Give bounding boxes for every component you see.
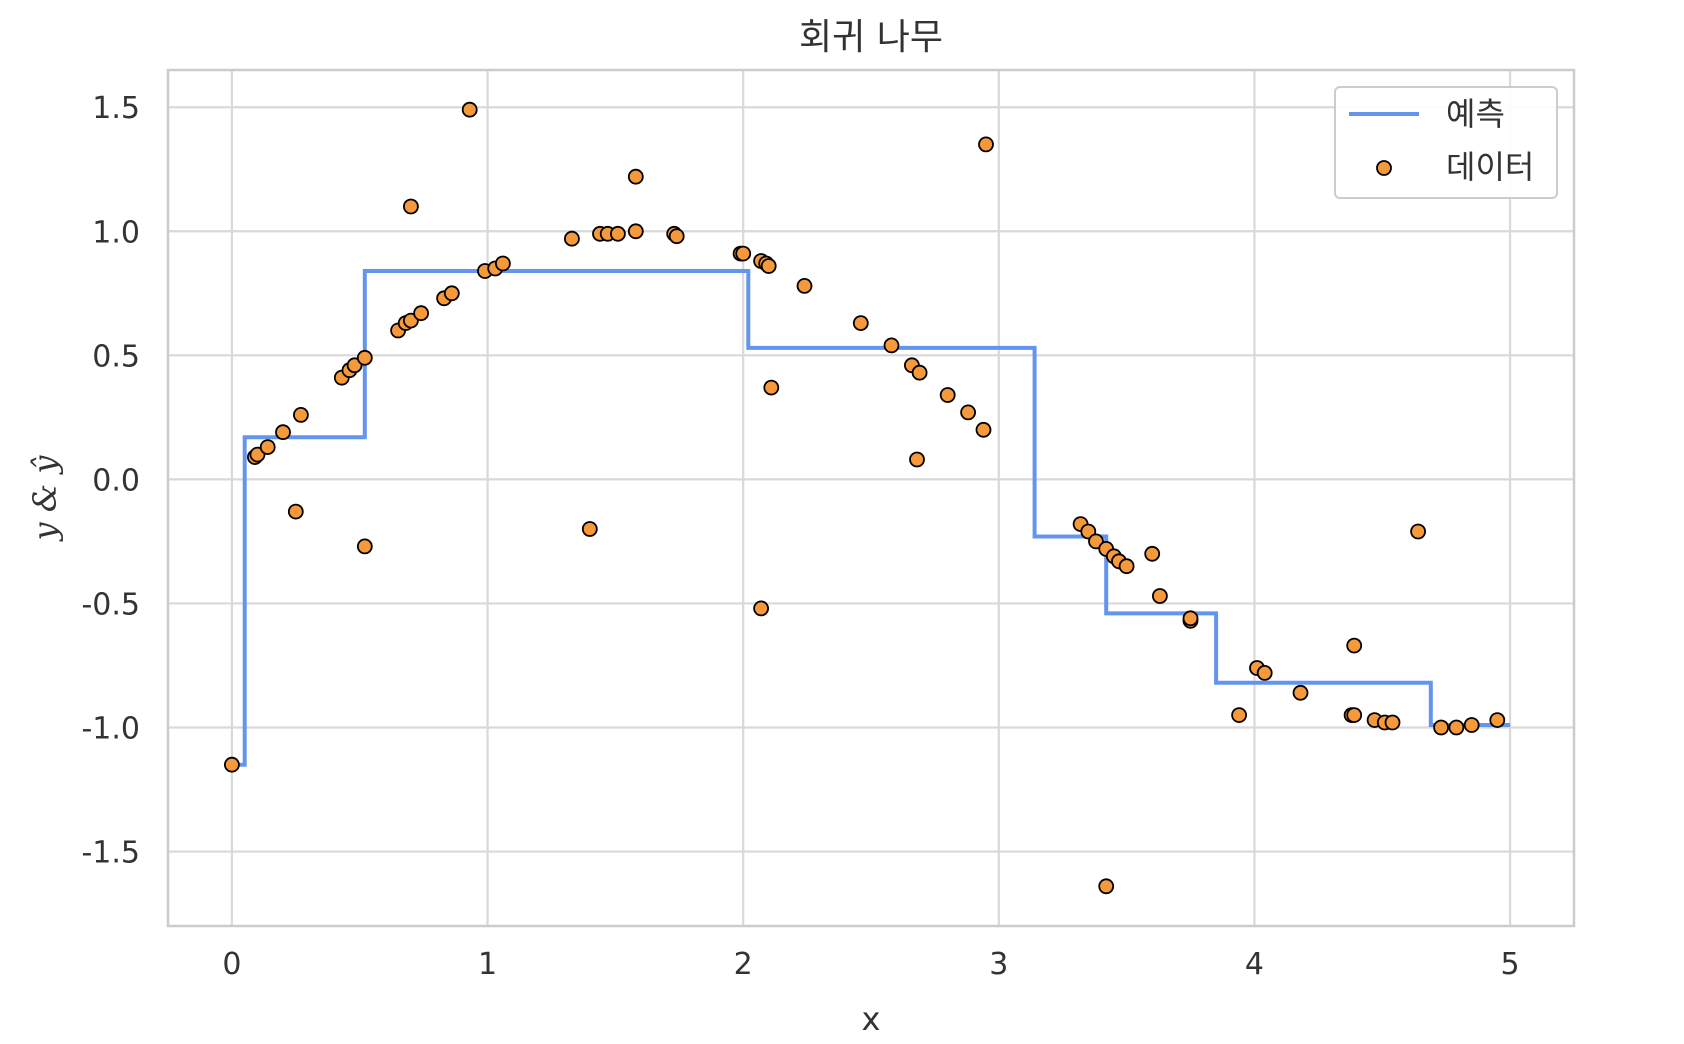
data-point	[292, 406, 309, 423]
data-point	[668, 228, 685, 245]
y-tick-label: 1.0	[92, 215, 140, 250]
y-axis-label: y & ŷ	[26, 455, 64, 543]
x-axis-label: x	[862, 1000, 881, 1038]
data-point	[1182, 610, 1199, 627]
data-points	[223, 101, 1506, 895]
data-point	[402, 198, 419, 215]
data-point	[1346, 707, 1363, 723]
y-tick-label: 1.5	[92, 91, 140, 126]
data-point	[939, 387, 956, 403]
data-point	[494, 255, 511, 272]
data-point	[852, 315, 869, 332]
data-point	[960, 404, 976, 421]
data-point	[564, 230, 580, 247]
y-tick-label: -1.5	[81, 836, 140, 871]
x-tick-labels: 0 1 2 3 4 5	[222, 947, 1519, 982]
legend-label-data: 데이터	[1446, 148, 1534, 186]
data-point	[259, 439, 276, 456]
data-point	[1292, 684, 1309, 701]
data-point	[275, 424, 291, 441]
data-point	[909, 451, 925, 468]
data-point	[627, 223, 644, 240]
legend-marker-swatch	[1376, 160, 1392, 176]
data-point	[1410, 523, 1426, 540]
data-point	[978, 136, 994, 153]
data-point	[581, 521, 598, 537]
data-point	[461, 101, 478, 118]
data-point	[1448, 719, 1465, 736]
x-tick-label: 4	[1245, 947, 1264, 982]
y-tick-labels: 1.5 1.0 0.5 0.0 -0.5 -1.0 -1.5	[81, 91, 140, 870]
x-tick-label: 5	[1501, 947, 1520, 982]
data-point	[223, 756, 240, 773]
data-point	[1152, 588, 1168, 604]
legend-label-prediction: 예측	[1446, 95, 1505, 133]
y-tick-label: 0.0	[92, 463, 140, 498]
chart-title: 회귀 나무	[799, 17, 943, 58]
data-point	[356, 538, 373, 555]
legend: 예측 데이터	[1334, 86, 1558, 199]
data-point	[1118, 558, 1135, 575]
data-point	[443, 285, 460, 302]
y-tick-label: 0.5	[92, 339, 140, 374]
prediction-line	[231, 269, 1511, 767]
data-point	[627, 168, 644, 185]
x-tick-label: 1	[478, 947, 497, 982]
x-tick-label: 0	[222, 947, 241, 982]
data-point	[760, 258, 777, 274]
x-tick-label: 2	[734, 947, 753, 982]
data-point	[1231, 707, 1247, 723]
y-tick-label: -1.0	[81, 712, 140, 747]
data-point	[356, 349, 373, 366]
data-point	[1144, 545, 1161, 562]
data-point	[1346, 637, 1363, 654]
data-point	[796, 277, 813, 294]
data-point	[735, 245, 752, 262]
data-point	[1463, 717, 1480, 733]
x-tick-label: 3	[989, 947, 1008, 982]
y-tick-label: -0.5	[81, 587, 140, 622]
data-point	[287, 503, 304, 520]
data-point	[1433, 719, 1449, 736]
data-point	[610, 225, 626, 242]
data-point	[1256, 665, 1273, 681]
series	[231, 269, 1511, 767]
data-point	[413, 305, 430, 322]
data-point	[753, 600, 769, 617]
plot-frame	[166, 68, 1576, 928]
data-point	[883, 337, 900, 354]
data-point	[911, 364, 928, 381]
data-point	[1384, 714, 1401, 731]
plot-area-background	[168, 70, 1574, 926]
data-point	[1098, 878, 1115, 895]
data-point	[763, 379, 780, 396]
data-point	[975, 421, 992, 438]
data-point	[1489, 712, 1506, 728]
